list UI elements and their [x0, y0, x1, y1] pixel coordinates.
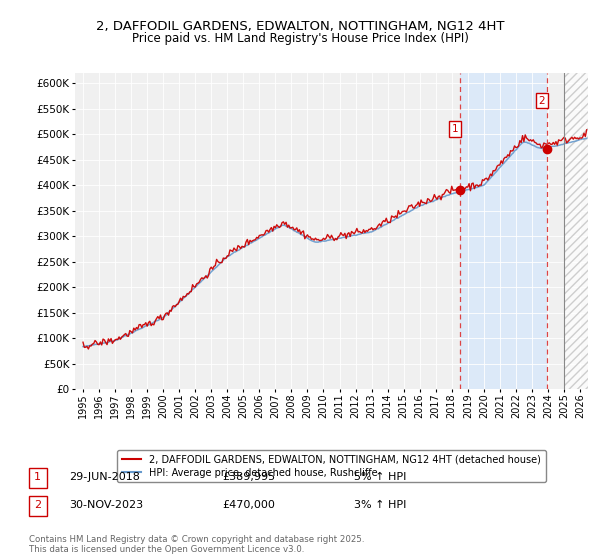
Bar	[564, 73, 588, 389]
Text: 1: 1	[34, 472, 41, 482]
Text: 30-NOV-2023: 30-NOV-2023	[69, 500, 143, 510]
Legend: 2, DAFFODIL GARDENS, EDWALTON, NOTTINGHAM, NG12 4HT (detached house), HPI: Avera: 2, DAFFODIL GARDENS, EDWALTON, NOTTINGHA…	[117, 450, 546, 482]
Text: 2, DAFFODIL GARDENS, EDWALTON, NOTTINGHAM, NG12 4HT: 2, DAFFODIL GARDENS, EDWALTON, NOTTINGHA…	[96, 20, 504, 32]
Text: £470,000: £470,000	[222, 500, 275, 510]
Bar	[460, 73, 547, 389]
Text: £389,995: £389,995	[222, 472, 275, 482]
Text: 3% ↑ HPI: 3% ↑ HPI	[354, 500, 406, 510]
Text: 5% ↑ HPI: 5% ↑ HPI	[354, 472, 406, 482]
Text: 29-JUN-2018: 29-JUN-2018	[69, 472, 140, 482]
Text: Contains HM Land Registry data © Crown copyright and database right 2025.
This d: Contains HM Land Registry data © Crown c…	[29, 535, 364, 554]
Text: 2: 2	[34, 500, 41, 510]
Text: 1: 1	[452, 124, 458, 134]
Bar	[564, 73, 588, 389]
Text: Price paid vs. HM Land Registry's House Price Index (HPI): Price paid vs. HM Land Registry's House …	[131, 32, 469, 45]
Text: 2: 2	[538, 96, 545, 106]
